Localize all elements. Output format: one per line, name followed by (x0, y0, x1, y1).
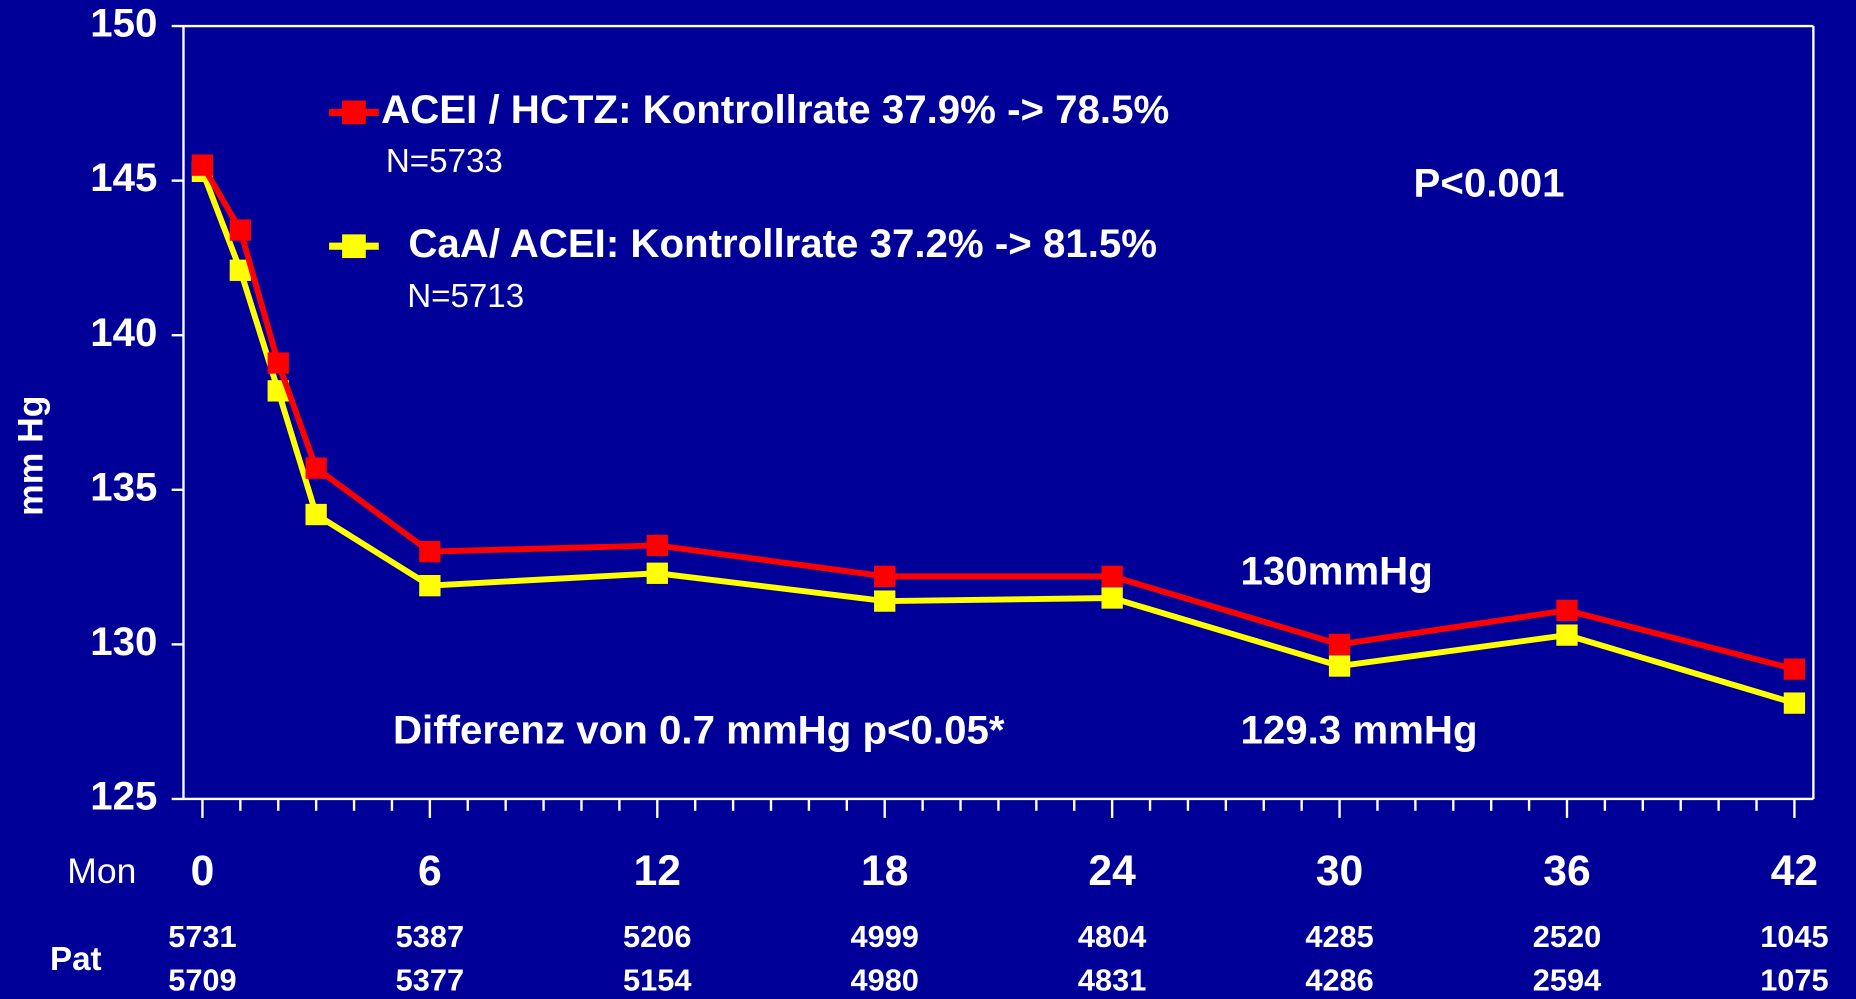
patient-count: 2594 (1533, 963, 1601, 998)
annotation: P<0.001 (1414, 160, 1565, 205)
patient-count: 4831 (1078, 963, 1146, 998)
legend-label: CaA/ ACEI: Kontrollrate 37.2% -> 81.5% (408, 221, 1157, 266)
annotation: 130mmHg (1240, 549, 1432, 594)
x-tick-label: 12 (634, 847, 681, 895)
x-axis-label: Mon (67, 851, 136, 891)
y-tick-label: 125 (90, 774, 157, 819)
point-marker (646, 534, 668, 557)
x-tick-label: 36 (1543, 847, 1590, 895)
patient-count: 4285 (1305, 919, 1373, 954)
patient-count: 1075 (1760, 963, 1828, 998)
x-tick-label: 30 (1316, 847, 1363, 895)
point-marker (1556, 599, 1578, 622)
y-tick-label: 150 (90, 1, 157, 46)
point-marker (874, 565, 896, 588)
annotation: Differenz von 0.7 mmHg p<0.05* (393, 707, 1005, 752)
point-marker (1783, 658, 1806, 680)
x-tick-label: 24 (1088, 847, 1136, 895)
patient-count: 5206 (623, 919, 691, 954)
annotation: 129.3 mmHg (1240, 707, 1477, 752)
point-marker (229, 219, 251, 241)
patient-count: 5731 (168, 919, 236, 954)
patients-label: Pat (50, 941, 102, 978)
point-marker (874, 590, 896, 612)
patient-count: 4980 (850, 963, 918, 998)
x-tick-label: 42 (1771, 847, 1818, 895)
legend-label: ACEI / HCTZ: Kontrollrate 37.9% -> 78.5% (381, 87, 1169, 132)
legend-note: N=5733 (386, 143, 503, 180)
legend-note: N=5713 (407, 278, 524, 315)
point-marker (267, 352, 289, 374)
patient-count: 5154 (623, 963, 691, 998)
x-tick-label: 0 (191, 847, 215, 895)
point-marker (305, 503, 327, 526)
x-tick-label: 6 (418, 847, 442, 895)
point-marker (1328, 633, 1351, 656)
patient-count: 1045 (1760, 919, 1828, 954)
point-marker (1101, 587, 1123, 609)
patient-count: 4999 (850, 919, 918, 954)
point-marker (305, 457, 327, 479)
point-marker (419, 540, 441, 563)
patient-count: 5387 (396, 919, 464, 954)
point-marker (646, 562, 668, 584)
patient-count: 4804 (1078, 919, 1146, 954)
point-marker (1783, 692, 1806, 714)
point-marker (1328, 655, 1351, 677)
patient-count: 2520 (1533, 919, 1601, 954)
y-tick-label: 140 (90, 310, 157, 355)
x-tick-label: 18 (861, 847, 908, 895)
point-marker (419, 574, 441, 597)
point-marker (191, 154, 214, 176)
patient-count: 4286 (1305, 963, 1373, 998)
patient-count: 5377 (396, 963, 464, 998)
y-tick-label: 145 (90, 155, 157, 200)
patient-count: 5709 (168, 963, 236, 998)
y-tick-label: 135 (90, 464, 157, 509)
y-tick-label: 130 (90, 619, 157, 664)
legend-marker (342, 234, 366, 259)
point-marker (229, 259, 251, 281)
y-axis-label: mm Hg (11, 396, 51, 516)
legend-marker (342, 100, 366, 125)
point-marker (1101, 565, 1123, 588)
point-marker (1556, 624, 1578, 646)
